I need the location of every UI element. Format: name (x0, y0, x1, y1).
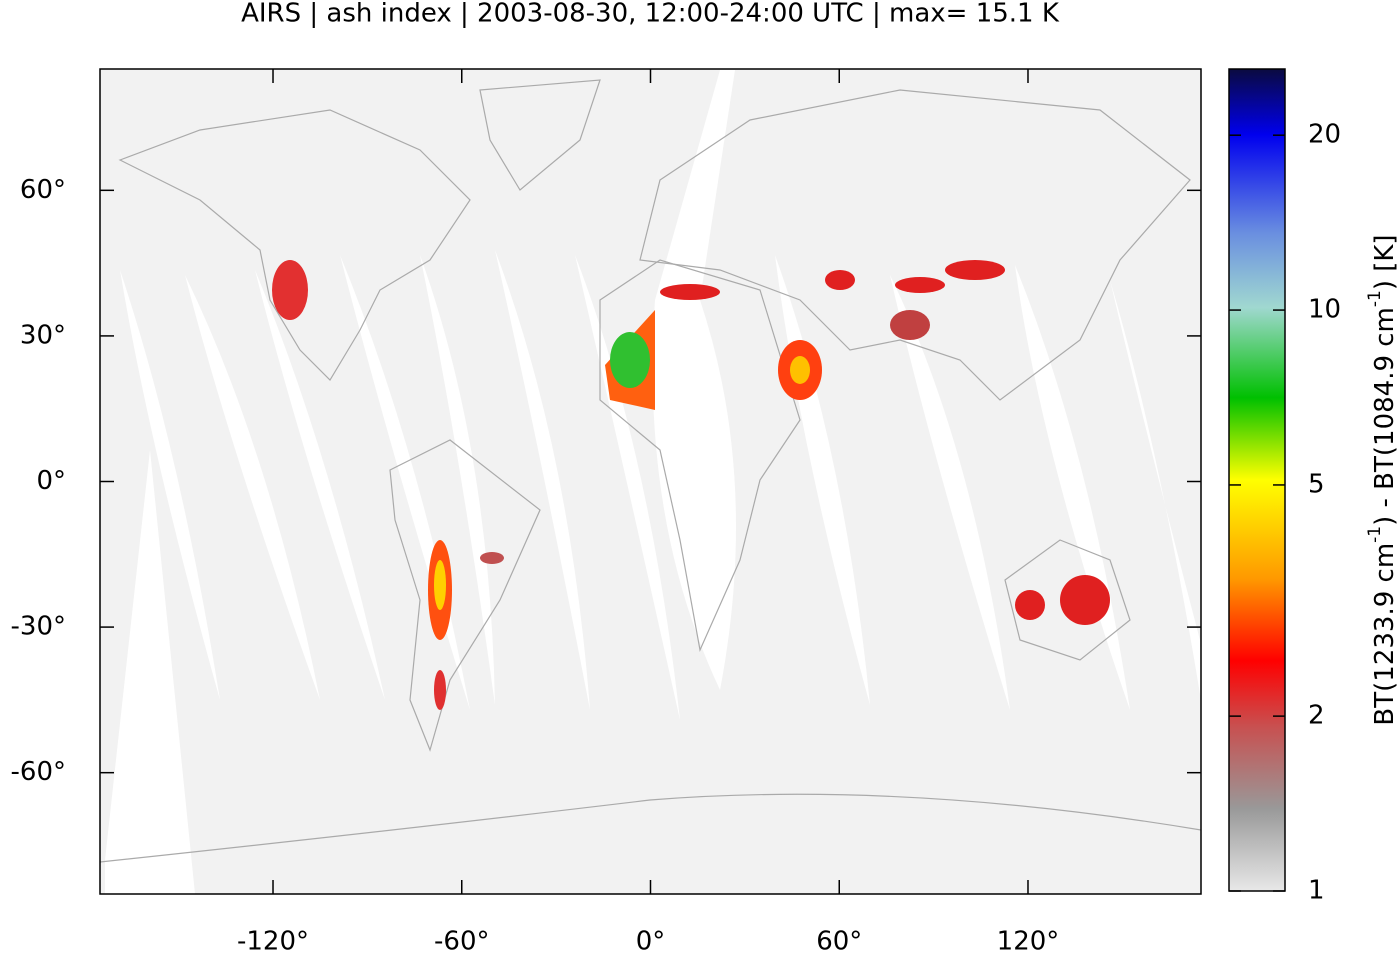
y-tick-label: -60° (11, 757, 66, 787)
x-tick-label: 0° (636, 927, 666, 957)
colorbar-label: BT(1233.9 cm-1) - BT(1084.9 cm-1) [K] (1365, 234, 1398, 725)
colorbar (1229, 69, 1285, 891)
label-part: BT(1233.9 cm (1370, 543, 1398, 726)
label-sup: -1 (1365, 526, 1385, 543)
x-tick-label: -120° (237, 927, 309, 957)
map-area (100, 69, 1201, 894)
y-tick-label: -30° (11, 612, 66, 642)
colorbar-tick-label: 5 (1308, 469, 1325, 499)
x-tick-label: -60° (434, 927, 489, 957)
colorbar-tick-label: 1 (1308, 876, 1325, 906)
title: AIRS | ash index | 2003-08-30, 12:00-24:… (241, 0, 1060, 29)
x-tick-label: 60° (816, 927, 862, 957)
colorbar-tick-label: 2 (1308, 701, 1325, 731)
colorbar-tick-label: 20 (1308, 120, 1341, 150)
label-part: ) [K] (1370, 234, 1398, 290)
y-tick-label: 0° (36, 466, 66, 496)
label-part: ) - BT(1084.9 cm (1370, 307, 1398, 526)
label-sup: -1 (1365, 290, 1385, 307)
x-tick-label: 120° (997, 927, 1060, 957)
colorbar-tick-label: 10 (1308, 295, 1341, 325)
y-tick-label: 30° (20, 320, 66, 350)
y-tick-label: 60° (20, 175, 66, 205)
